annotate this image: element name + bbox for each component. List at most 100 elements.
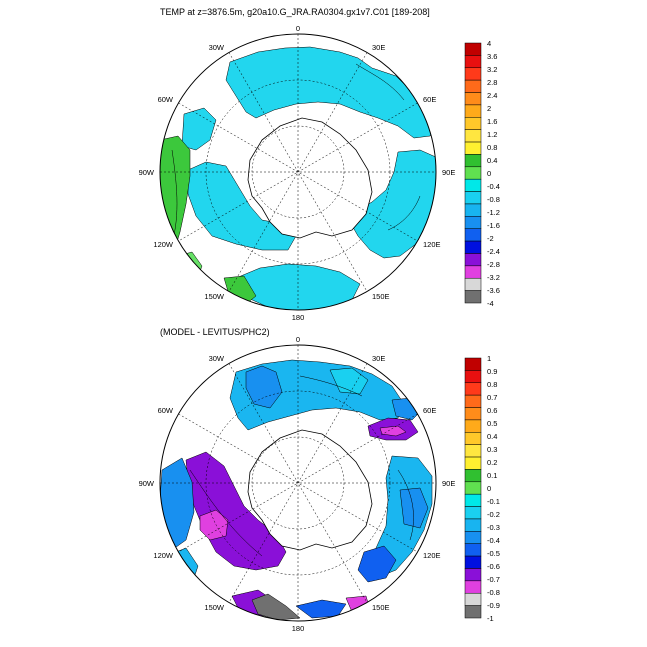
panel-2-graticule — [160, 345, 436, 621]
panel-2-colorbar-swatch — [464, 605, 482, 619]
panel-1-colorbar-swatch — [464, 166, 482, 180]
panel-1-colorbar-label: 3.6 — [487, 52, 497, 61]
panel-1-colorbar-label: 0.4 — [487, 156, 497, 165]
panel-2-colorbar: 1 0.9 0.8 0.7 0.6 0.5 0.4 0.3 0.2 0.1 0 -0.1 -0.2 -0.… — [464, 354, 500, 623]
panel-2-colorbar-swatch — [464, 555, 482, 569]
panel-2-lon-120e: 120E — [423, 551, 441, 560]
panel-2-region-southeast-pacific-core — [199, 509, 229, 541]
panel-2-colorbar-label: -0.1 — [487, 497, 500, 506]
panel-1-colorbar-swatch — [464, 42, 482, 56]
panel-1-region-atlantic — [225, 46, 436, 139]
panel-2-colorbar-label: 0.2 — [487, 458, 497, 467]
panel-2-antarctica — [247, 429, 373, 551]
panel-1-colorbar-swatch — [464, 104, 482, 118]
panel-1-lon-120e: 120E — [423, 240, 441, 249]
panel-1-lon-150e: 150E — [372, 292, 390, 301]
panel-2-colorbar-swatch — [464, 592, 482, 606]
panel-1-colorbar-swatch — [464, 216, 482, 229]
panel-2-map-border — [159, 344, 437, 622]
panel-1-colorbar-swatch — [464, 129, 482, 143]
panel-1-colorbar-label: -2 — [487, 234, 494, 243]
panel-1-antarctica — [247, 117, 373, 239]
panel-2-colorbar-swatch — [464, 407, 482, 421]
panel-2-colorbar-swatch — [464, 518, 482, 532]
panel-2-colorbar-swatch — [464, 456, 482, 470]
panel-2-colorbar-swatch — [464, 357, 482, 371]
panel-1-colorbar-label: 2.4 — [487, 91, 497, 100]
panel-2-colorbar-swatch — [464, 531, 482, 544]
panel-1-lon-30w: 30W — [209, 43, 225, 52]
panel-2-colorbar-label: 0.1 — [487, 471, 497, 480]
panel-2-region-atlantic-west — [245, 365, 283, 409]
panel-2-region-australian-mid — [399, 487, 429, 529]
panel-1-colorbar-label: 2.8 — [487, 78, 497, 87]
panel-1-colorbar-label: -4 — [487, 299, 494, 308]
panel-2-lon-180: 180 — [292, 624, 305, 633]
panel-1-colorbar-swatch — [464, 290, 482, 304]
panel-1-colorbar-swatch — [464, 117, 482, 130]
panel-2-contour-a — [189, 469, 263, 557]
panel-2-colorbar-swatch — [464, 444, 482, 458]
panel-2-lon-30e: 30E — [372, 354, 385, 363]
panel-1-colorbar-swatch — [464, 154, 482, 168]
panel-2-region-kerguelen-core — [379, 425, 407, 437]
panel-2-colorbar-label: 0.9 — [487, 367, 497, 376]
panel-2-colorbar-label: -0.9 — [487, 601, 500, 610]
panel-1-colorbar-swatch — [464, 228, 482, 242]
panel-2-contour-c — [397, 469, 414, 541]
panel-1-meridian-60w-120e — [178, 102, 418, 242]
panel-2-region-ross-blue — [295, 599, 347, 619]
panel-1-colorbar: 4 3.6 3.2 2.8 2.4 2 1.6 1.2 0.8 0.4 0 -0.4 -0.8 -1.2 -… — [464, 39, 500, 308]
panel-2-region-southeast-pacific — [185, 451, 287, 571]
panel-1-colorbar-label: 2 — [487, 104, 491, 113]
panel-2-colorbar-label: -0.4 — [487, 536, 500, 545]
panel-2-lon-90e: 90E — [442, 479, 455, 488]
panel-1-colorbar-swatch — [464, 178, 482, 192]
panel-1-lon-180: 180 — [292, 313, 305, 322]
panel-1-lon-90e: 90E — [442, 168, 455, 177]
panel-1-colorbar-swatch — [464, 67, 482, 81]
panel-1-lon-60e: 60E — [423, 95, 436, 104]
panel-2-colorbar-swatch — [464, 506, 482, 520]
panel-2-colorbar-swatch — [464, 419, 482, 433]
panel-1-lon-120w: 120W — [153, 240, 174, 249]
panel-1-contour-c — [387, 195, 421, 231]
panel-2-colorbar-swatch — [464, 432, 482, 445]
panel-2-region-ross-grey — [251, 593, 301, 621]
panel-1-lon-90w: 90W — [139, 168, 155, 177]
panel-2-colorbar-label: 0.3 — [487, 445, 497, 454]
panel-2-colorbar-label: 0 — [487, 484, 491, 493]
panel-2-lon-90w: 90W — [139, 479, 155, 488]
panel-1-colorbar-swatch — [464, 55, 482, 69]
panel-2-meridian-60w-120e — [178, 413, 418, 553]
panel-1-colorbar-label: 0.8 — [487, 143, 497, 152]
panel-1-lon-60w: 60W — [158, 95, 174, 104]
panel-2: (MODEL - LEVITUS/PHC2) — [139, 327, 500, 633]
panel-2-colorbar-swatch — [464, 493, 482, 507]
panel-1-colorbar-swatch — [464, 277, 482, 291]
panel-1-colorbar-label: -2.8 — [487, 260, 500, 269]
panel-2-colorbar-swatch — [464, 382, 482, 396]
panel-2-colorbar-label: -0.6 — [487, 562, 500, 571]
panel-2-colorbar-swatch — [464, 543, 482, 557]
panel-2-colorbar-label: 0.8 — [487, 380, 497, 389]
panel-2-colorbar-swatch — [464, 481, 482, 495]
panel-2-colorbar-label: 0.7 — [487, 393, 497, 402]
panel-1-graticule — [160, 34, 436, 310]
panel-2-contour-b — [299, 375, 363, 397]
panel-2-colorbar-label: -0.7 — [487, 575, 500, 584]
panel-1-colorbar-label: -3.6 — [487, 286, 500, 295]
panel-2-colorbar-label: 0.4 — [487, 432, 497, 441]
panel-1-colorbar-label: -0.8 — [487, 195, 500, 204]
panel-1-colorbar-label: 3.2 — [487, 65, 497, 74]
panel-1-contour-b — [355, 63, 405, 101]
panel-1-colorbar-label: 1.6 — [487, 117, 497, 126]
panel-2-colorbar-label: -1 — [487, 614, 494, 623]
panel-1: TEMP at z=3876.5m, g20a10.G_JRA.RA0304.g… — [139, 7, 500, 322]
panel-1-lon-0: 0 — [296, 24, 300, 33]
panel-2-colorbar-label: -0.5 — [487, 549, 500, 558]
panel-2-lon-60e: 60E — [423, 406, 436, 415]
panel-1-title: TEMP at z=3876.5m, g20a10.G_JRA.RA0304.g… — [160, 7, 430, 17]
panel-1-colorbar-label: 1.2 — [487, 130, 497, 139]
